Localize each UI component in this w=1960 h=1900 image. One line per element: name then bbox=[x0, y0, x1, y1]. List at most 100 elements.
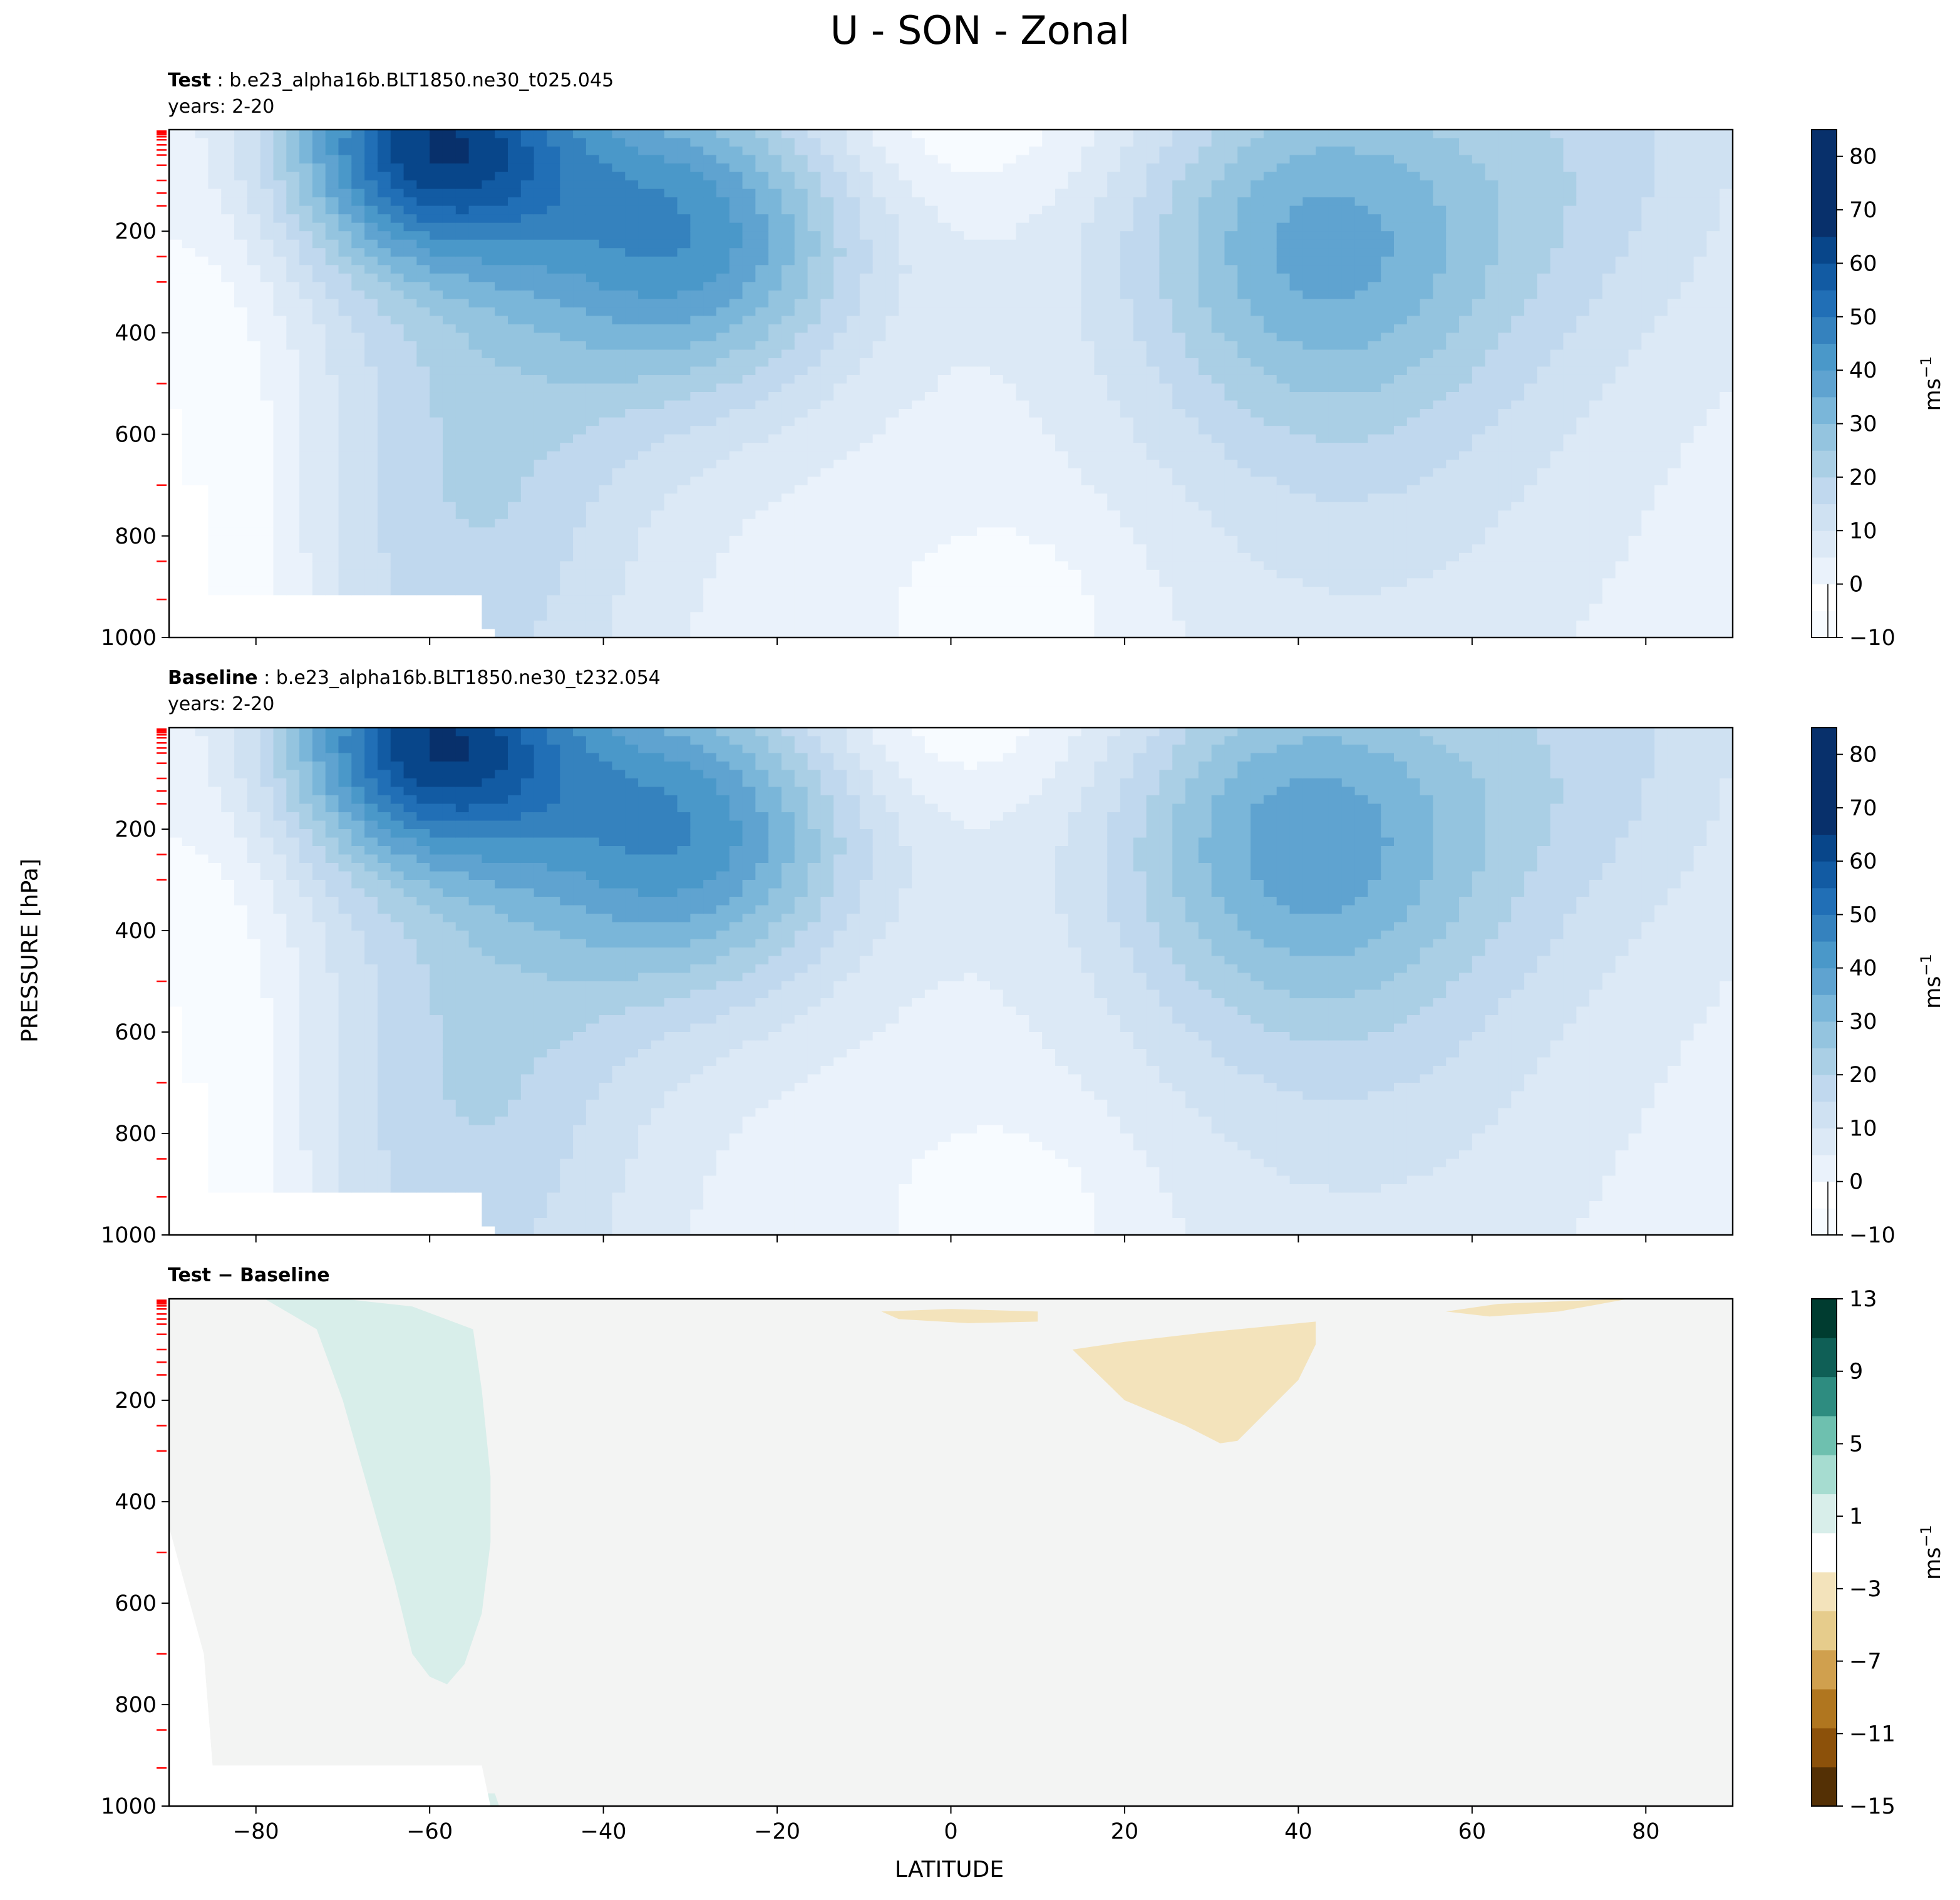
contour-cell bbox=[312, 358, 326, 368]
contour-cell bbox=[299, 502, 313, 511]
contour-cell bbox=[1120, 333, 1134, 342]
contour-cell bbox=[1016, 417, 1029, 426]
contour-cell bbox=[899, 282, 912, 291]
contour-cell bbox=[299, 595, 313, 604]
contour-cell bbox=[299, 333, 313, 342]
contour-cell bbox=[1107, 256, 1121, 266]
contour-cell bbox=[638, 333, 652, 342]
contour-cell bbox=[742, 527, 756, 537]
contour-cell bbox=[1224, 493, 1238, 503]
contour-cell bbox=[1224, 358, 1238, 368]
contour-cell bbox=[872, 256, 887, 266]
contour-cell bbox=[442, 409, 456, 418]
contour-cell bbox=[260, 333, 274, 342]
contour-cell bbox=[977, 603, 991, 613]
contour-cell bbox=[651, 519, 665, 528]
contour-cell bbox=[364, 197, 378, 207]
contour-cell bbox=[859, 172, 874, 181]
contour-cell bbox=[325, 366, 339, 376]
contour-cell bbox=[195, 451, 209, 460]
contour-cell bbox=[1120, 595, 1134, 604]
contour-cell bbox=[937, 493, 952, 503]
contour-cell bbox=[534, 519, 548, 528]
contour-cell bbox=[899, 172, 912, 181]
contour-cell bbox=[638, 374, 652, 385]
contour-cell bbox=[612, 130, 626, 139]
contour-cell bbox=[833, 222, 847, 232]
contour-cell bbox=[703, 290, 717, 299]
contour-cell bbox=[351, 552, 365, 562]
contour-cell bbox=[182, 282, 196, 291]
contour-cell bbox=[612, 544, 626, 554]
contour-cell bbox=[351, 535, 365, 545]
contour-cell bbox=[781, 519, 795, 528]
contour-cell bbox=[716, 130, 730, 139]
contour-cell bbox=[1094, 527, 1108, 537]
contour-cell bbox=[1029, 349, 1043, 359]
contour-cell bbox=[1185, 374, 1199, 385]
contour-cell bbox=[1055, 527, 1069, 537]
contour-cell bbox=[247, 426, 261, 435]
contour-cell bbox=[364, 485, 378, 494]
contour-cell bbox=[638, 468, 652, 477]
contour-cell bbox=[1029, 248, 1043, 257]
contour-cell bbox=[442, 426, 456, 435]
contour-cell bbox=[664, 544, 678, 554]
contour-cell bbox=[299, 493, 313, 503]
contour-cell bbox=[690, 256, 704, 266]
contour-cell bbox=[1172, 519, 1186, 528]
contour-cell bbox=[625, 222, 639, 232]
contour-cell bbox=[247, 374, 261, 385]
contour-cell bbox=[951, 214, 964, 224]
contour-cell bbox=[1133, 392, 1147, 401]
contour-cell bbox=[716, 155, 730, 164]
contour-cell bbox=[794, 502, 808, 511]
contour-cell bbox=[442, 612, 456, 621]
contour-cell bbox=[1120, 502, 1134, 511]
contour-cell bbox=[403, 163, 417, 173]
contour-cell bbox=[169, 214, 183, 224]
contour-cell bbox=[534, 535, 548, 545]
contour-cell bbox=[312, 197, 326, 207]
contour-cell bbox=[338, 155, 352, 164]
contour-cell bbox=[169, 273, 183, 282]
contour-cell bbox=[651, 130, 665, 139]
contour-cell bbox=[377, 163, 391, 173]
contour-cell bbox=[416, 299, 430, 308]
contour-cell bbox=[638, 349, 652, 359]
contour-cell bbox=[1068, 392, 1082, 401]
contour-cell bbox=[937, 256, 952, 266]
contour-cell bbox=[1133, 417, 1147, 426]
contour-cell bbox=[937, 130, 952, 139]
contour-cell bbox=[703, 324, 717, 333]
contour-cell bbox=[1029, 426, 1043, 435]
contour-cell bbox=[716, 535, 730, 545]
contour-cell bbox=[585, 392, 600, 401]
contour-cell bbox=[1081, 535, 1095, 545]
contour-cell bbox=[1094, 612, 1108, 621]
contour-cell bbox=[820, 544, 834, 554]
contour-cell bbox=[807, 256, 822, 266]
contour-cell bbox=[781, 595, 795, 604]
contour-cell bbox=[899, 535, 912, 545]
contour-cell bbox=[221, 248, 235, 257]
contour-cell bbox=[403, 578, 417, 587]
contour-cell bbox=[364, 341, 378, 351]
panel-title-test: Test : b.e23_alpha16b.BLT1850.ne30_t025.… bbox=[168, 68, 614, 120]
contour-cell bbox=[377, 290, 391, 299]
contour-cell bbox=[390, 451, 405, 460]
contour-cell bbox=[520, 493, 535, 503]
contour-cell bbox=[482, 205, 495, 215]
contour-cell bbox=[1133, 366, 1147, 376]
contour-cell bbox=[964, 366, 977, 376]
contour-cell bbox=[964, 231, 977, 240]
contour-cell bbox=[547, 586, 560, 596]
contour-cell bbox=[325, 273, 339, 282]
contour-cell bbox=[677, 155, 691, 164]
contour-cell bbox=[221, 535, 235, 545]
contour-cell bbox=[416, 392, 430, 401]
contour-cell bbox=[1146, 620, 1160, 630]
contour-cell bbox=[1120, 569, 1134, 579]
contour-cell bbox=[599, 468, 613, 477]
contour-cell bbox=[1042, 578, 1056, 587]
